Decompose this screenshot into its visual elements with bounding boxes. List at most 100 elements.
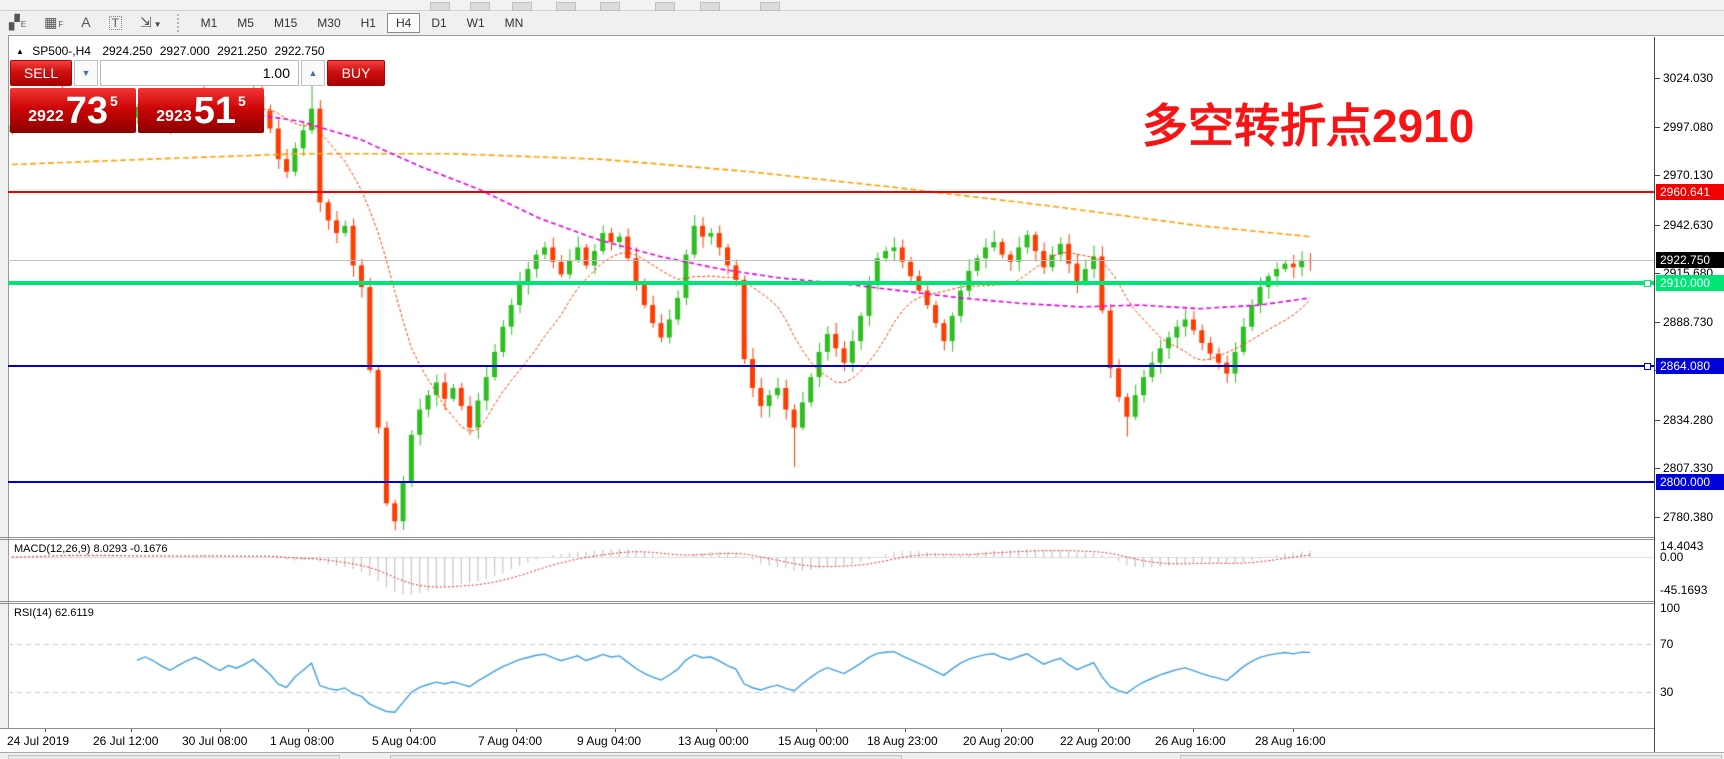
- pane-separator[interactable]: [0, 603, 1724, 604]
- volume-increase-button[interactable]: ▲: [301, 60, 325, 86]
- clipped-toolbar-button[interactable]: [556, 2, 576, 11]
- rsi-label: RSI(14) 62.6119: [14, 607, 94, 619]
- clipped-toolbar-button[interactable]: [700, 2, 720, 11]
- volume-decrease-button[interactable]: ▼: [74, 60, 98, 86]
- sell-price-big: 73: [65, 89, 109, 132]
- chart-annotation-text: 多空转折点2910: [1142, 100, 1475, 152]
- clipped-toolbar-button[interactable]: [512, 2, 532, 11]
- sell-button[interactable]: SELL: [10, 60, 72, 86]
- clipped-toolbar-row: [0, 0, 1724, 11]
- plot-right-border: [1654, 37, 1655, 752]
- price-tick-label: 3024.030: [1663, 71, 1714, 85]
- timeframe-button-d1[interactable]: D1: [431, 16, 447, 30]
- timeframe-button-m5[interactable]: M5: [237, 16, 254, 30]
- price-tick-label: 2834.280: [1663, 412, 1714, 427]
- time-axis[interactable]: 24 Jul 2019 26 Jul 12:00 30 Jul 08:00 1 Aug…: [0, 729, 1654, 752]
- macd-axis-label: 0.00: [1660, 550, 1684, 564]
- price-badge-2864.080: 2864.080: [1656, 358, 1724, 375]
- pane-separator[interactable]: [0, 539, 1724, 540]
- time-tick-mark: [220, 729, 221, 732]
- text-label-tool-icon[interactable]: T: [108, 16, 122, 30]
- price-chart-canvas[interactable]: [8, 37, 1654, 537]
- pane-separator[interactable]: [0, 537, 1724, 538]
- price-tick-label: 2780.380: [1663, 510, 1714, 524]
- time-tick-mark: [516, 729, 517, 732]
- buy-button[interactable]: BUY: [327, 60, 385, 86]
- time-tick-mark: [308, 729, 309, 732]
- time-tick-label: 13 Aug 00:00: [678, 734, 749, 748]
- buy-price-tile[interactable]: 2923 51 5: [138, 88, 264, 133]
- clipped-panel-segment: [8, 755, 340, 759]
- pane-separator[interactable]: [0, 601, 1724, 602]
- toolbar-separator: [176, 14, 185, 32]
- time-tick-label: 9 Aug 04:00: [577, 734, 642, 748]
- timeframe-button-h4[interactable]: H4: [386, 13, 421, 33]
- timeframe-button-m15[interactable]: M15: [273, 16, 298, 30]
- time-tick-label: 26 Jul 12:00: [93, 734, 159, 748]
- horizontal-level-line-2864.080[interactable]: [8, 365, 1654, 368]
- horizontal-level-line-2910.000[interactable]: [8, 281, 1654, 286]
- horizontal-level-line-2922.750[interactable]: [8, 259, 1654, 261]
- sell-price-pip: 5: [110, 93, 118, 109]
- pane-separator: [0, 728, 1724, 729]
- price-axis[interactable]: 3024.030 2997.080 2970.130 2942.630 2915.680…: [1655, 37, 1724, 750]
- time-tick-label: 28 Aug 16:00: [1255, 734, 1326, 748]
- timeframe-button-m30[interactable]: M30: [317, 16, 341, 30]
- arrow-tools-icon[interactable]: ⇲ ▼: [139, 14, 162, 30]
- timeframe-button-w1[interactable]: W1: [466, 16, 485, 30]
- time-tick-mark: [45, 729, 46, 732]
- price-tick-label: 2997.080: [1663, 119, 1714, 134]
- timeframe-button-mn[interactable]: MN: [504, 16, 524, 30]
- price-tick-label: 2942.630: [1663, 217, 1714, 232]
- level-line-handle[interactable]: [1644, 280, 1651, 288]
- clipped-toolbar-button[interactable]: [760, 2, 780, 11]
- text-tool-icon[interactable]: A: [81, 14, 91, 30]
- time-tick-mark: [1193, 729, 1194, 732]
- horizontal-level-line-2960.641[interactable]: [8, 191, 1654, 194]
- price-tick-mark: [1655, 321, 1660, 323]
- price-tick-mark: [1655, 175, 1660, 177]
- clipped-toolbar-button[interactable]: [470, 2, 490, 11]
- time-tick-mark: [816, 729, 817, 732]
- time-tick-label: 15 Aug 00:00: [778, 734, 849, 748]
- timeframe-button-m1[interactable]: M1: [200, 16, 218, 30]
- price-tick-mark: [1655, 224, 1660, 226]
- macd-indicator-canvas[interactable]: [8, 540, 1654, 601]
- timeframe-button-h1[interactable]: H1: [360, 16, 376, 30]
- clipped-toolbar-button[interactable]: [655, 2, 675, 11]
- time-tick-label: 18 Aug 23:00: [867, 734, 938, 748]
- time-tick-label: 22 Aug 20:00: [1060, 734, 1131, 748]
- sell-price-tile[interactable]: 2922 73 5: [10, 88, 136, 133]
- price-tick-mark: [1655, 419, 1660, 421]
- volume-input[interactable]: [100, 60, 299, 86]
- price-tick-mark: [1655, 468, 1660, 470]
- macd-axis-label: 14.4043: [1660, 539, 1704, 553]
- clipped-panel-segment: [390, 755, 902, 759]
- price-badge-2922.750: 2922.750: [1656, 252, 1724, 269]
- one-click-trading-panel: SELL ▼ ▲ BUY 2922 73 5 2923 51 5: [10, 60, 385, 133]
- clipped-toolbar-button[interactable]: [430, 2, 450, 11]
- horizontal-level-line-2800.000[interactable]: [8, 480, 1654, 483]
- level-line-handle[interactable]: [1644, 363, 1651, 371]
- price-tick-mark: [1655, 126, 1660, 128]
- time-tick-mark: [1293, 729, 1294, 732]
- time-tick-label: 24 Jul 2019: [7, 734, 70, 748]
- time-tick-label: 30 Jul 08:00: [182, 734, 248, 748]
- buy-price-stem: 2923: [156, 108, 192, 125]
- macd-axis-label: -45.1693: [1660, 583, 1708, 597]
- equidistant-channel-icon[interactable]: ▞ E: [9, 14, 27, 30]
- time-tick-label: 7 Aug 04:00: [478, 734, 543, 748]
- price-tick-mark: [1655, 517, 1660, 518]
- price-tick-mark: [1655, 273, 1660, 275]
- time-tick-mark: [1098, 729, 1099, 732]
- rsi-indicator-canvas[interactable]: [8, 604, 1654, 728]
- price-badge-2910.000: 2910.000: [1656, 275, 1724, 292]
- price-tick-mark: [1655, 78, 1660, 79]
- buy-price-big: 51: [193, 89, 237, 132]
- fibo-retracement-icon[interactable]: ▦ F: [44, 14, 64, 30]
- price-tick-label: 2970.130: [1663, 168, 1714, 183]
- time-tick-mark: [716, 729, 717, 732]
- time-tick-mark: [905, 729, 906, 732]
- clipped-toolbar-button[interactable]: [600, 2, 620, 11]
